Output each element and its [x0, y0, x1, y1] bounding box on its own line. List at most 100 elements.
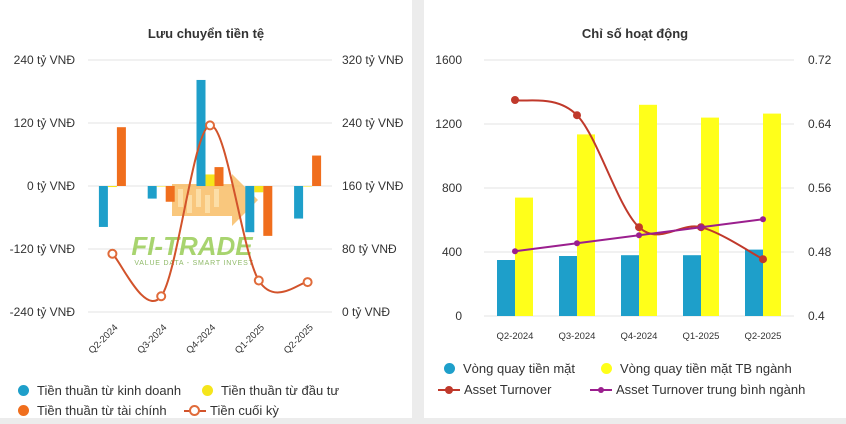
watermark-arrow-stripe [214, 189, 219, 207]
bar-vòng-quay-tiền-mặt-tb-ngành [577, 134, 595, 316]
legend-item-cash-turnover-industry[interactable]: Vòng quay tiền mặt TB ngành [601, 361, 792, 376]
x-axis-tick-label: Q4-2024 [184, 322, 218, 356]
watermark-arrow-stripe [205, 195, 210, 213]
cashflow-chart: 240 tỷ VNĐ 120 tỷ VNĐ 0 tỷ VNĐ -120 tỷ VNĐ -… [10, 53, 404, 356]
bar-tiền-thuần-từ-tài-chính [116, 127, 126, 186]
y-axis-tick-label: 800 [442, 181, 462, 195]
bar-tiền-thuần-từ-tài-chính [165, 186, 175, 202]
legend-item-cash-turnover[interactable]: Vòng quay tiền mặt [444, 361, 575, 376]
cashflow-chart-panel: Lưu chuyển tiền tệ 240 tỷ VNĐ 120 tỷ VNĐ 0… [0, 0, 412, 418]
x-axis-tick-label: Q4-2024 [621, 331, 658, 342]
bar-vòng-quay-tiền-mặt [683, 255, 701, 316]
bar-tiền-thuần-từ-tài-chính [263, 186, 273, 236]
point-asset-turnover [759, 255, 767, 264]
legend-item-operating[interactable]: Tiền thuần từ kinh doanh [18, 383, 181, 398]
y-axis-tick-label: -120 tỷ VNĐ [10, 242, 76, 256]
bar-vòng-quay-tiền-mặt-tb-ngành [639, 104, 657, 316]
legend-label-ending-cash: Tiền cuối kỳ [210, 403, 279, 418]
bar-tiền-thuần-từ-đầu-tư [156, 186, 166, 187]
point-asset-turnover-trung-bình-ngành [512, 248, 518, 255]
legend-swatch-ending-cash [184, 405, 206, 416]
y2-axis-tick-label: 0.72 [808, 53, 832, 67]
point-tien-cuoi-ky [205, 120, 215, 131]
point-tien-cuoi-ky [107, 248, 118, 259]
y2-axis-tick-label: 80 tỷ VNĐ [342, 242, 397, 256]
bar-tiền-thuần-từ-tài-chính [312, 155, 322, 186]
activity-chart-title: Chỉ số hoạt động [581, 26, 689, 41]
legend-item-ending-cash[interactable]: Tiền cuối kỳ [184, 403, 279, 418]
legend-swatch-financing [18, 405, 29, 416]
legend-swatch-investing [202, 385, 213, 396]
y2-axis-tick-label: 0.48 [808, 245, 832, 259]
legend-swatch-asset-turnover [438, 384, 460, 395]
legend-label-investing: Tiền thuần từ đầu tư [221, 383, 340, 398]
bar-vòng-quay-tiền-mặt [745, 249, 763, 316]
legend-swatch-asset-turnover-industry [590, 384, 612, 395]
x-axis-tick-label: Q1-2025 [683, 331, 720, 342]
bar-tiền-thuần-từ-đầu-tư [107, 186, 117, 188]
bar-tiền-thuần-từ-kinh-doanh [147, 186, 157, 199]
legend-label-cash-turnover-industry: Vòng quay tiền mặt TB ngành [620, 361, 792, 376]
bar-vòng-quay-tiền-mặt [497, 260, 515, 316]
point-asset-turnover-trung-bình-ngành [636, 232, 642, 239]
bar-tiền-thuần-từ-đầu-tư [303, 186, 313, 187]
watermark-brand: FI-TRADE [131, 231, 253, 261]
y2-axis-tick-label: 240 tỷ VNĐ [342, 116, 404, 130]
legend-item-asset-turnover[interactable]: Asset Turnover [438, 382, 551, 397]
legend-item-financing[interactable]: Tiền thuần từ tài chính [18, 403, 167, 418]
bar-vòng-quay-tiền-mặt [621, 255, 639, 316]
y2-axis-tick-label: 0.4 [808, 309, 825, 323]
bar-tiền-thuần-từ-đầu-tư [254, 186, 264, 193]
y-axis-tick-label: 240 tỷ VNĐ [14, 53, 76, 67]
legend-item-investing[interactable]: Tiền thuần từ đầu tư [202, 383, 339, 398]
x-axis-tick-label: Q2-2024 [497, 331, 534, 342]
bar-vòng-quay-tiền-mặt-tb-ngành [701, 117, 719, 316]
legend-label-asset-turnover-industry: Asset Turnover trung bình ngành [616, 382, 806, 397]
y2-axis-tick-label: 0.64 [808, 117, 832, 131]
bar-tiền-thuần-từ-tài-chính [214, 167, 224, 186]
point-asset-turnover-trung-bình-ngành [574, 240, 580, 247]
bar-tiền-thuần-từ-đầu-tư [205, 174, 215, 186]
watermark-arrow-stripe [187, 195, 192, 213]
y-axis-tick-label: 400 [442, 245, 462, 259]
point-asset-turnover-trung-bình-ngành [698, 224, 704, 231]
legend-item-asset-turnover-industry[interactable]: Asset Turnover trung bình ngành [590, 382, 805, 397]
point-asset-turnover [573, 111, 581, 120]
bar-tiền-thuần-từ-kinh-doanh [98, 186, 108, 227]
y-axis-tick-label: 120 tỷ VNĐ [14, 116, 76, 130]
point-asset-turnover [511, 96, 519, 104]
bar-vòng-quay-tiền-mặt [559, 256, 577, 316]
bar-tiền-thuần-từ-kinh-doanh [196, 79, 206, 186]
bar-tiền-thuần-từ-kinh-doanh [294, 186, 304, 219]
legend-swatch-operating [18, 385, 29, 396]
y2-axis-tick-label: 0 tỷ VNĐ [342, 305, 390, 319]
legend-label-operating: Tiền thuần từ kinh doanh [37, 383, 182, 398]
point-tien-cuoi-ky [156, 291, 167, 302]
x-axis-tick-label: Q2-2025 [282, 322, 316, 356]
cashflow-chart-title: Lưu chuyển tiền tệ [147, 26, 265, 41]
watermark-tagline: VALUE DATA - SMART INVEST [134, 260, 253, 267]
point-tien-cuoi-ky [253, 275, 264, 286]
y2-axis-tick-label: 320 tỷ VNĐ [342, 53, 404, 67]
activity-chart: 1600 1200 800 400 0 0.72 0.64 0.56 0.48 0.4 Q2-202… [435, 53, 832, 342]
watermark-arrow-stripe [178, 189, 183, 207]
y2-axis-tick-label: 160 tỷ VNĐ [342, 179, 404, 193]
activity-chart-panel: Chỉ số hoạt động 1600 1200 800 400 0 0.72 0.64… [424, 0, 846, 418]
bar-vòng-quay-tiền-mặt-tb-ngành [763, 113, 781, 316]
legend-label-financing: Tiền thuần từ tài chính [37, 403, 167, 418]
bar-vòng-quay-tiền-mặt-tb-ngành [515, 197, 533, 316]
point-asset-turnover [635, 223, 643, 232]
y2-axis-tick-label: 0.56 [808, 181, 832, 195]
y-axis-tick-label: 0 tỷ VNĐ [27, 179, 75, 193]
y-axis-tick-label: 0 [455, 309, 462, 323]
x-axis-tick-label: Q2-2025 [745, 331, 782, 342]
x-axis-tick-label: Q3-2024 [135, 322, 169, 356]
legend-label-asset-turnover: Asset Turnover [464, 382, 552, 397]
x-axis-tick-label: Q3-2024 [559, 331, 596, 342]
watermark-arrow-stripe [196, 189, 201, 207]
x-axis-tick-label: Q2-2024 [87, 322, 121, 356]
x-axis-tick-label: Q1-2025 [233, 322, 267, 356]
bar-tiền-thuần-từ-kinh-doanh [245, 186, 255, 233]
point-asset-turnover-trung-bình-ngành [760, 216, 766, 223]
